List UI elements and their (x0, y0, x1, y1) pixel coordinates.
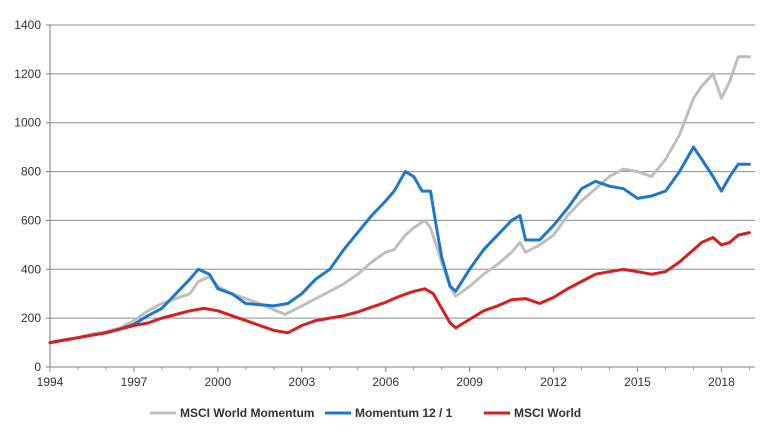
axes: 0 200 400 600 800 1000 1200 1400 1994 1997 2000 200… (14, 18, 755, 389)
y-tick-label: 600 (21, 213, 41, 227)
gridlines (50, 24, 755, 319)
series-line-momentum-12-1 (48, 145, 751, 345)
series-lines (48, 55, 751, 345)
legend-label: MSCI World Momentum (180, 406, 314, 420)
x-tick-label: 2018 (708, 375, 735, 389)
x-tick-label: 1994 (37, 375, 64, 389)
y-tick-label: 800 (21, 165, 41, 179)
x-tick-label: 2006 (372, 375, 399, 389)
x-tick-label: 2000 (205, 375, 232, 389)
x-tick-label: 1997 (121, 375, 148, 389)
legend-label: Momentum 12 / 1 (355, 406, 453, 420)
y-tick-label: 400 (21, 262, 41, 276)
legend: MSCI World Momentum Momentum 12 / 1 MSCI W… (150, 406, 581, 420)
legend-label: MSCI World (514, 406, 581, 420)
series-line-msci-world-momentum (48, 55, 751, 345)
y-tick-label: 200 (21, 311, 41, 325)
y-tick-label: 1000 (14, 116, 41, 130)
x-tick-label: 2015 (624, 375, 651, 389)
x-tick-label: 2003 (288, 375, 315, 389)
series-line-msci-world (48, 231, 751, 345)
x-tick-label: 2009 (456, 375, 483, 389)
y-tick-label: 1200 (14, 67, 41, 81)
x-tick-label: 2012 (540, 375, 567, 389)
y-tick-label: 1400 (14, 18, 41, 32)
y-tick-label: 0 (34, 360, 41, 374)
